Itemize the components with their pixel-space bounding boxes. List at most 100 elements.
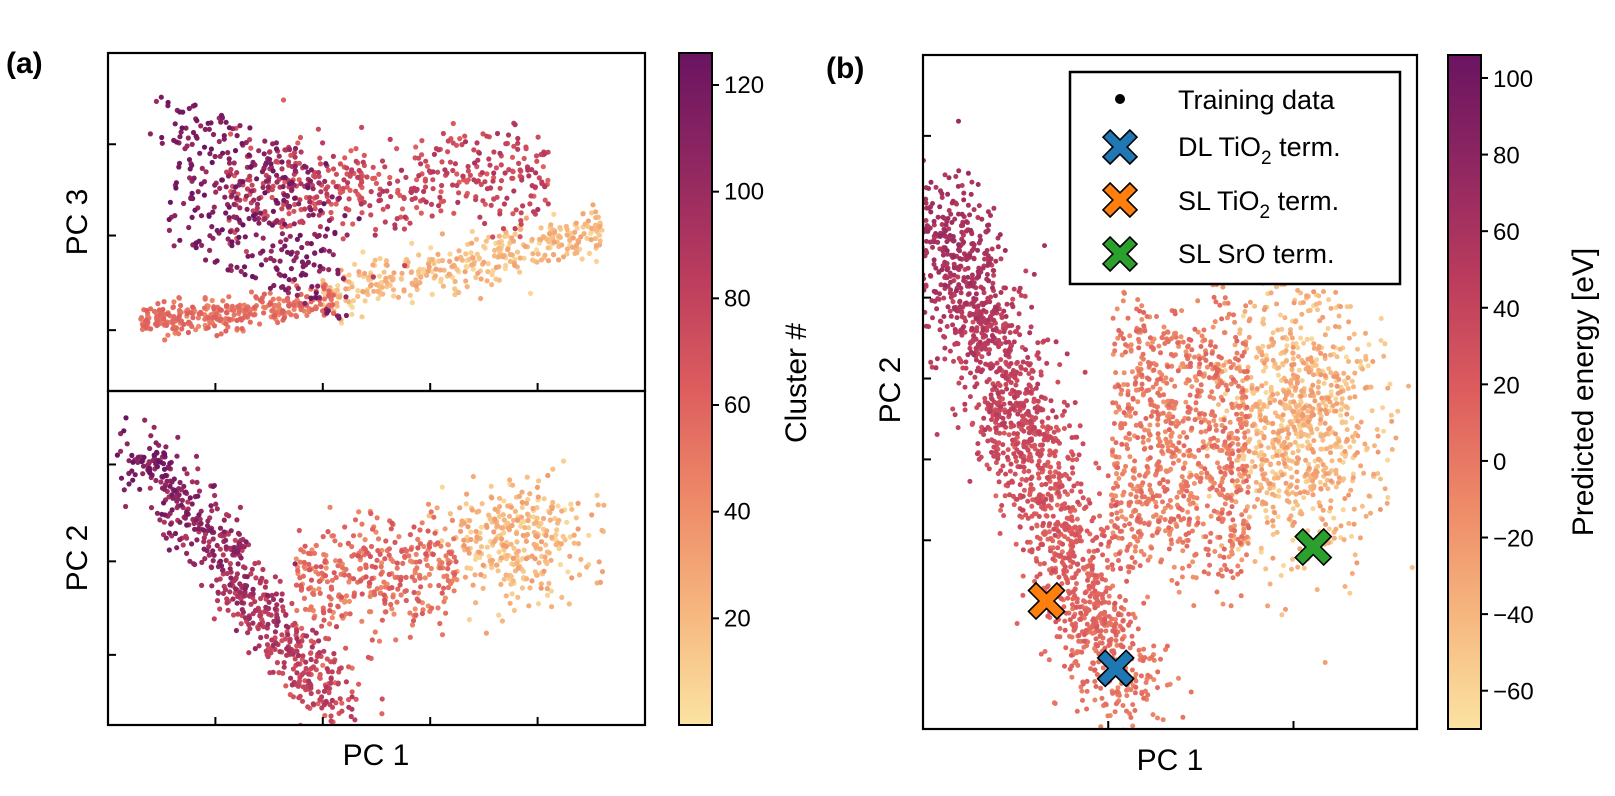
a-top-point [269, 222, 275, 228]
a-top-point [262, 190, 268, 196]
b-point [1180, 714, 1186, 720]
a-top-point [228, 131, 234, 137]
b-point [1249, 459, 1255, 464]
a-bottom-point [139, 458, 145, 465]
a-bottom-point [557, 562, 564, 568]
b-point [1113, 409, 1119, 415]
a-bottom-point [333, 624, 340, 630]
a-top-point [491, 170, 497, 176]
a-top-point [251, 197, 257, 203]
a-top-point [370, 175, 376, 182]
a-bottom-point [303, 659, 309, 665]
b-point [1358, 419, 1364, 425]
b-point [1251, 450, 1257, 456]
a-bottom-point [348, 713, 354, 720]
a-bottom-point [426, 542, 432, 548]
a-bottom-point [430, 551, 436, 558]
b-point [1217, 483, 1223, 489]
a-top-point [316, 268, 322, 274]
a-bottom-point [209, 583, 215, 589]
b-point [1239, 512, 1245, 518]
b-point [1137, 499, 1143, 505]
b-point [1133, 494, 1139, 500]
a-bottom-point [545, 472, 551, 479]
b-point [1235, 571, 1241, 577]
a-bottom-point [489, 495, 495, 501]
a-bottom-point [509, 591, 515, 597]
a-bottom-point [382, 597, 388, 604]
a-top-point [523, 146, 529, 152]
b-point [1219, 543, 1225, 549]
a-bottom-point [398, 577, 404, 583]
a-top-point [353, 146, 359, 152]
b-point [1333, 289, 1339, 295]
b-point [1317, 421, 1323, 426]
a-bottom-point [234, 517, 240, 523]
b-point [1130, 611, 1136, 617]
a-top-point [469, 262, 475, 268]
a-top-point [437, 194, 443, 200]
b-point [1366, 493, 1372, 499]
a-top-point [355, 288, 361, 294]
a-bottom-point [294, 629, 300, 635]
a-bottom-point [279, 591, 285, 597]
b-point [1322, 420, 1328, 426]
b-point [1136, 336, 1141, 342]
b-point [1304, 293, 1310, 299]
a-top-point [296, 160, 302, 166]
b-point [1099, 695, 1105, 701]
b-point [1240, 452, 1246, 458]
a-top-point [489, 272, 495, 278]
a-bottom-point [303, 665, 309, 672]
b-point [1207, 375, 1212, 381]
a-top-point [226, 294, 232, 300]
a-top-point [409, 240, 415, 246]
b-point [1261, 452, 1267, 458]
a-top-point [210, 209, 216, 215]
b-point [1089, 743, 1094, 748]
a-bottom-point [505, 520, 511, 526]
b-point [1088, 666, 1094, 672]
b-point [1328, 382, 1334, 388]
a-top-point [445, 149, 451, 155]
a-bottom-point [196, 488, 203, 494]
cluster-colorbar-tick-label: 120 [724, 72, 764, 99]
b-point [1290, 344, 1296, 350]
a-bottom-point [252, 646, 258, 652]
b-point [1147, 432, 1153, 438]
b-point [1249, 385, 1255, 391]
b-point [1130, 702, 1136, 708]
a-bottom-point [379, 547, 385, 554]
a-bottom-point [214, 577, 220, 583]
b-point [1341, 537, 1347, 543]
a-bottom-point [407, 532, 413, 538]
b-point [1164, 440, 1170, 446]
b-point [1183, 532, 1189, 538]
b-point [1102, 735, 1107, 740]
a-top-point [231, 312, 237, 318]
a-bottom-point [556, 517, 562, 524]
a-bottom-point [337, 558, 343, 564]
a-bottom-point [313, 630, 319, 636]
b-point [1150, 345, 1156, 351]
a-bottom-point [236, 541, 242, 547]
b-point [1374, 427, 1380, 432]
a-bottom-point [255, 626, 261, 632]
b-point [1232, 523, 1237, 529]
a-top-point [359, 210, 365, 216]
a-bottom-point [566, 601, 572, 607]
a-top-point [280, 308, 286, 314]
a-bottom-point [498, 555, 504, 561]
a-bottom-point [437, 565, 443, 571]
b-point [1144, 388, 1150, 394]
b-point [1173, 423, 1179, 429]
a-top-point [463, 264, 469, 270]
b-point [1180, 486, 1186, 492]
b-point [1128, 413, 1133, 419]
a-top-point [380, 291, 386, 297]
a-top-point [305, 169, 311, 175]
a-bottom-point [419, 610, 425, 617]
a-bottom-point [289, 600, 295, 607]
a-bottom-point [201, 535, 207, 541]
a-bottom-point [303, 684, 309, 690]
